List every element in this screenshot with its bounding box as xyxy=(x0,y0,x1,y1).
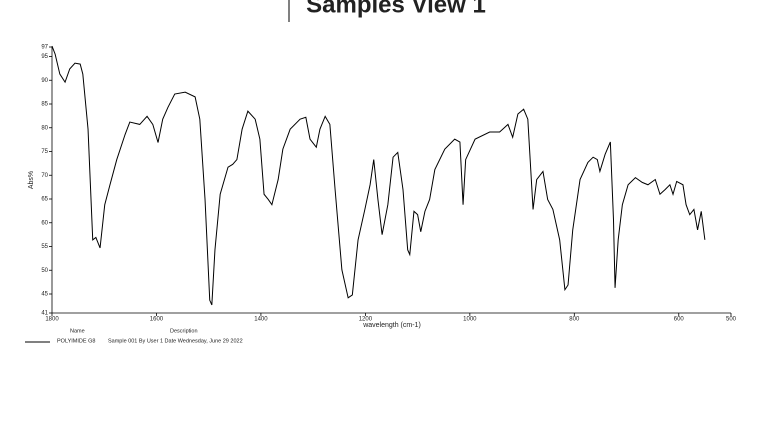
x-tick-label: 1600 xyxy=(150,317,164,323)
y-tick-label: 55 xyxy=(41,244,48,250)
y-tick-label: 70 xyxy=(41,173,48,179)
y-axis-label: Abs% xyxy=(28,171,35,189)
y-tick-label: 50 xyxy=(41,268,48,274)
x-tick-label: 1000 xyxy=(463,317,477,323)
legend-description: Sample 001 By User 1 Date Wednesday, Jun… xyxy=(108,338,243,344)
y-tick-label: 45 xyxy=(41,292,48,298)
x-tick-label: 600 xyxy=(674,317,685,323)
chart-title: Samples View 1 xyxy=(306,0,486,18)
x-tick-label: 1800 xyxy=(45,317,59,323)
y-tick-label: 60 xyxy=(41,220,48,226)
y-tick-label: 90 xyxy=(41,78,48,84)
y-tick-label: 97 xyxy=(41,45,48,51)
x-tick-label: 500 xyxy=(726,317,737,323)
y-tick-label: 85 xyxy=(41,102,48,108)
spectrum-line xyxy=(51,45,706,306)
x-axis-label: wavelength (cm-1) xyxy=(362,322,421,329)
y-tick-label: 95 xyxy=(41,54,48,60)
legend-header: Name xyxy=(70,328,85,334)
legend-header: Description xyxy=(170,328,198,334)
y-tick-label: 75 xyxy=(41,149,48,155)
y-tick-label: 80 xyxy=(41,125,48,131)
x-tick-label: 1400 xyxy=(254,317,268,323)
x-tick-label: 800 xyxy=(569,317,580,323)
y-tick-label: 65 xyxy=(41,197,48,203)
y-tick-label: 41 xyxy=(41,311,48,317)
x-tick-label: 1200 xyxy=(359,317,373,323)
legend-label: POLYIMIDE G8 xyxy=(57,338,95,344)
